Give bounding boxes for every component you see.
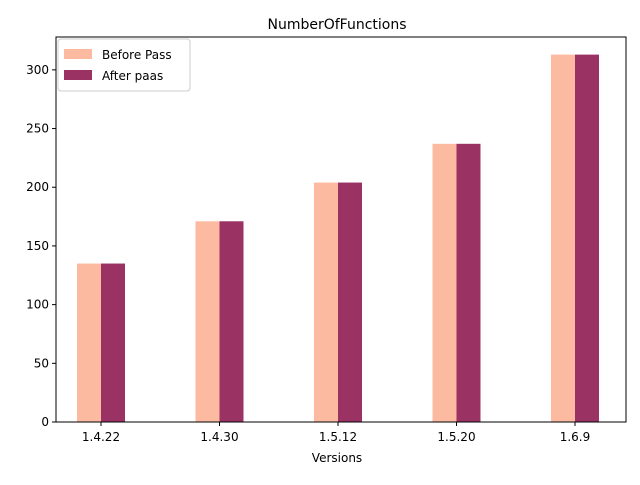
bar-after-2 xyxy=(338,182,362,422)
y-tick-label-1: 50 xyxy=(34,356,49,370)
y-tick-label-3: 150 xyxy=(26,239,49,253)
axes-layer: 0 50 100 150 200 250 300 1.4.22 1.4.30 1.5.12 1.5.… xyxy=(26,36,627,444)
chart-title: NumberOfFunctions xyxy=(267,17,406,33)
plot-frame xyxy=(55,36,627,423)
y-tick-label-0: 0 xyxy=(41,415,49,429)
x-tick-label-0: 1.4.22 xyxy=(82,430,120,444)
y-tick-label-4: 200 xyxy=(26,180,49,194)
x-tick-label-3: 1.5.20 xyxy=(437,430,475,444)
y-tick-label-2: 100 xyxy=(26,298,49,312)
bar-before-3 xyxy=(432,143,457,422)
bar-after-0 xyxy=(101,263,125,422)
bar-after-3 xyxy=(456,143,481,422)
bar-before-1 xyxy=(195,221,220,422)
bar-before-4 xyxy=(551,54,575,422)
legend-swatch-0 xyxy=(64,49,92,59)
bar-before-2 xyxy=(314,182,338,422)
legend-swatch-1 xyxy=(64,70,92,80)
bar-after-1 xyxy=(219,221,244,422)
x-tick-label-4: 1.6.9 xyxy=(560,430,591,444)
legend-box xyxy=(57,38,191,92)
x-axis-label: Versions xyxy=(312,451,362,465)
y-tick-label-6: 300 xyxy=(26,63,49,77)
bar-after-4 xyxy=(575,54,599,422)
x-tick-label-2: 1.5.12 xyxy=(319,430,357,444)
legend-label-1: After paas xyxy=(102,69,163,83)
bar-before-0 xyxy=(77,263,101,422)
bars-layer xyxy=(77,54,599,422)
y-tick-label-5: 250 xyxy=(26,122,49,136)
legend: Before Pass After paas xyxy=(57,38,191,92)
x-tick-label-1: 1.4.30 xyxy=(200,430,238,444)
legend-label-0: Before Pass xyxy=(102,48,172,62)
